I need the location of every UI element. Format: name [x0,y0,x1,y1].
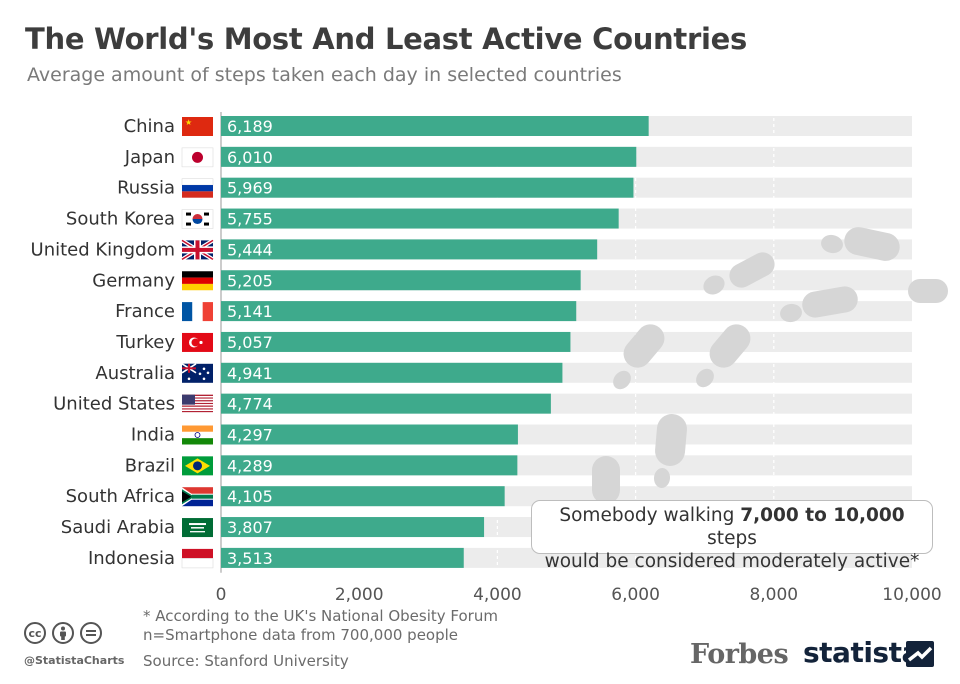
value-label: 4,941 [227,364,273,383]
category-label: United States [53,394,175,415]
category-label: Australia [95,363,175,384]
bar[interactable] [221,455,518,476]
bar[interactable] [221,146,637,167]
value-label: 4,774 [227,395,273,414]
value-label: 5,969 [227,179,273,198]
value-label: 4,297 [227,426,273,445]
x-tick-label: 10,000 [882,585,941,605]
category-label: United Kingdom [31,239,175,260]
value-label: 4,105 [227,487,273,506]
sample-note: n=Smartphone data from 700,000 people [143,626,459,644]
no-derivatives-icon[interactable] [80,622,102,644]
germany-flag [182,271,213,291]
value-label: 5,755 [227,210,273,229]
activity-note: Somebody walking 7,000 to 10,000 steps w… [531,500,933,572]
steps-range: 7,000 to 10,000 [740,505,905,526]
value-label: 3,513 [227,549,273,568]
value-label: 5,057 [227,333,273,352]
attribution-icon[interactable] [52,622,74,644]
forbes-logo[interactable]: Forbes [690,639,789,670]
statista-logo[interactable]: statista [803,636,920,669]
brazil-flag [182,456,213,476]
bar[interactable] [221,239,598,260]
bar[interactable] [221,486,505,507]
bar[interactable] [221,362,563,383]
category-label: Japan [124,147,175,168]
value-label: 3,807 [227,518,273,537]
indonesia-flag [181,548,214,569]
uk-flag [180,238,215,262]
bar[interactable] [221,270,581,291]
bars [221,116,649,568]
svg-text:★: ★ [185,118,192,127]
india-flag [182,425,213,445]
chart-subtitle: Average amount of steps taken each day i… [27,64,622,86]
china-flag: ★ [182,117,213,136]
value-label: 6,010 [227,148,273,167]
category-label: Germany [92,270,175,291]
value-label: 6,189 [227,117,273,136]
category-label: Brazil [125,455,175,476]
bar[interactable] [221,177,634,198]
x-tick-label: 2,000 [335,585,384,605]
category-label: France [115,301,175,322]
labels: 6,189 China ★ 6,010 Japan 5,969 Russia 5,755 Sou… [31,116,942,605]
x-tick-label: 6,000 [611,585,660,605]
bar[interactable] [221,547,464,568]
category-label: Turkey [115,332,175,353]
usa-flag [182,394,213,414]
value-label: 5,205 [227,271,273,290]
category-label: China [124,116,175,137]
category-label: India [131,425,175,446]
value-label: 4,289 [227,456,273,475]
france-flag [182,302,213,322]
x-tick-label: 0 [216,585,227,605]
bar[interactable] [221,301,577,322]
russia-flag [181,178,214,198]
footnote: * According to the UK's National Obesity… [143,607,498,625]
source-note: Source: Stanford University [143,652,349,670]
bar[interactable] [221,393,551,414]
bar[interactable] [221,424,518,445]
saudi-arabia-flag [182,518,213,538]
license-icons: cc [24,622,102,644]
category-label: South Africa [66,486,175,507]
value-label: 5,444 [227,240,273,259]
bar[interactable] [221,331,571,352]
south-korea-flag [181,209,214,229]
australia-flag [181,363,213,383]
x-tick-label: 4,000 [473,585,522,605]
japan-flag [181,147,214,168]
value-label: 5,141 [227,302,273,321]
statista-handle[interactable]: @StatistaCharts [24,654,125,667]
bar[interactable] [221,517,485,538]
turkey-flag [182,332,213,352]
x-tick-label: 8,000 [749,585,798,605]
chart-title: The World's Most And Least Active Countr… [25,22,747,56]
south-africa-flag [182,487,213,507]
footprints-illustration [592,227,948,504]
category-label: Russia [117,178,175,199]
cc-icon[interactable]: cc [24,622,46,644]
bar[interactable] [221,116,649,136]
bar[interactable] [221,208,619,229]
statista-logo-icon [906,641,934,667]
category-label: Indonesia [88,548,175,569]
category-label: South Korea [66,209,175,230]
category-label: Saudi Arabia [61,517,175,538]
